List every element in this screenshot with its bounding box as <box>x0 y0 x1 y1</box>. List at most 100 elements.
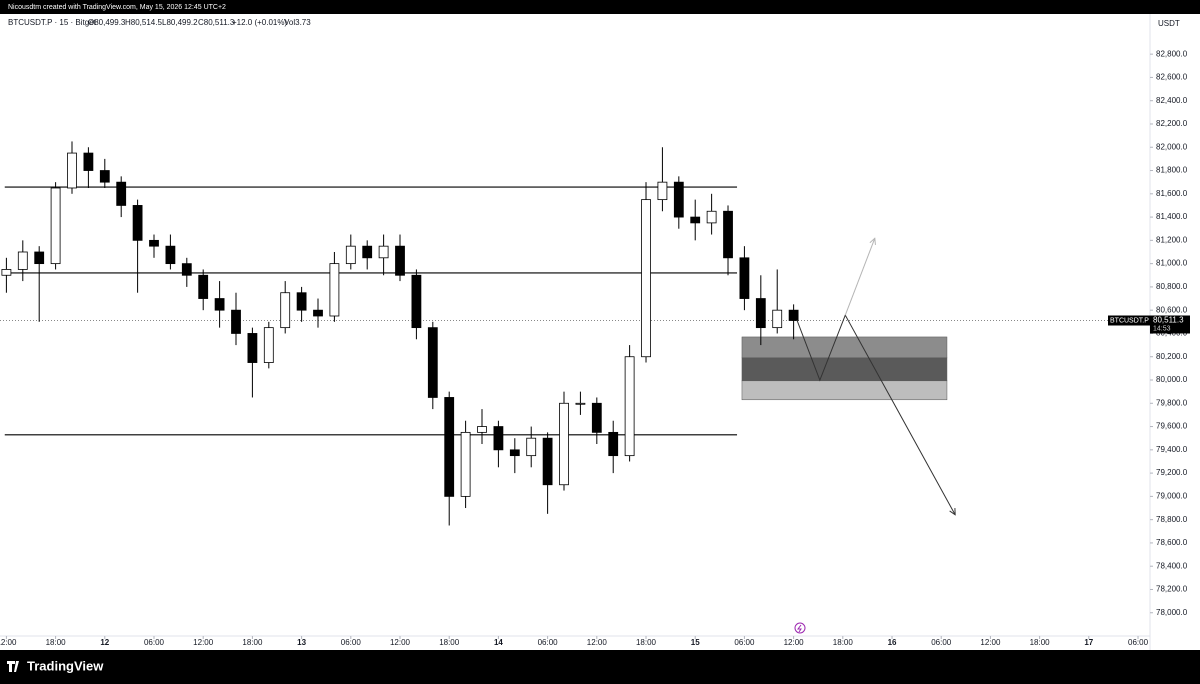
candle-body <box>345 245 356 265</box>
zone <box>741 357 948 382</box>
x-tick-label: 06:00 <box>144 638 165 647</box>
y-tick-label: 79,800.0 <box>1156 398 1188 407</box>
x-tick-label: 12:00 <box>784 638 805 647</box>
zone <box>741 380 948 401</box>
x-tick-label: 17 <box>1084 638 1093 647</box>
drawing-path <box>844 238 875 316</box>
event-icon[interactable] <box>794 622 806 634</box>
y-tick-label: 82,600.0 <box>1156 73 1188 82</box>
y-tick-label: 82,200.0 <box>1156 119 1188 128</box>
candle-body <box>755 298 766 329</box>
legend-low: L80,499.2 <box>162 18 198 27</box>
x-tick-label: 12:00 <box>390 638 411 647</box>
candle-body <box>411 274 422 329</box>
price-tag <box>1150 315 1190 334</box>
legend-high: H80,514.5 <box>125 18 162 27</box>
watermark: Nicousdtm created with TradingView.com, … <box>8 4 226 11</box>
candle-body <box>67 152 77 189</box>
x-tick-label: 18:00 <box>46 638 67 647</box>
candle-body <box>83 152 94 171</box>
legend-open: O80,499.3 <box>88 18 126 27</box>
candle-body <box>181 263 192 276</box>
candle-body <box>444 397 455 497</box>
candle-body <box>706 210 717 224</box>
candle-body <box>17 251 28 270</box>
x-tick-label: 13 <box>297 638 306 647</box>
y-tick-label: 78,600.0 <box>1156 538 1188 547</box>
x-tick-label: 18:00 <box>242 638 263 647</box>
x-tick-label: 18:00 <box>1030 638 1051 647</box>
x-tick-label: 06:00 <box>1128 638 1149 647</box>
candle-body <box>542 437 553 486</box>
y-tick-label: 78,200.0 <box>1156 585 1188 594</box>
candle-body <box>1 269 12 276</box>
candle-body <box>214 298 225 311</box>
y-tick-label: 78,400.0 <box>1156 561 1188 570</box>
zone <box>741 336 948 359</box>
legend-volume: Vol3.73 <box>284 18 311 27</box>
y-tick-label: 78,800.0 <box>1156 515 1188 524</box>
legend-close: C80,511.3 <box>198 18 235 27</box>
candle-body <box>378 245 389 259</box>
x-tick-label: 06:00 <box>734 638 755 647</box>
candle-body <box>509 449 520 457</box>
symbol-tag-label: BTCUSDT.P <box>1110 317 1149 324</box>
x-tick-label: 15 <box>691 638 700 647</box>
candle-body <box>395 245 405 276</box>
brand: TradingView <box>27 658 104 673</box>
candle-body <box>263 327 274 363</box>
candle-body <box>296 292 307 311</box>
candle-body <box>198 274 209 299</box>
y-tick-label: 80,800.0 <box>1156 282 1188 291</box>
candle-body <box>641 199 651 358</box>
candle-body <box>427 327 438 398</box>
y-tick-label: 81,000.0 <box>1156 259 1188 268</box>
candle-body <box>132 205 143 241</box>
candle-body <box>624 356 635 457</box>
candle-body <box>329 263 340 317</box>
top-bar <box>0 0 1200 14</box>
legend-change: +12.0 (+0.01%) <box>232 18 287 27</box>
candle-body <box>559 402 569 486</box>
y-tick-label: 82,000.0 <box>1156 142 1188 151</box>
x-tick-label: 12:00 <box>193 638 214 647</box>
y-tick-label: 79,200.0 <box>1156 468 1188 477</box>
candle-body <box>50 187 61 265</box>
candle-body <box>149 239 159 247</box>
x-tick-label: 12:00 <box>0 638 17 647</box>
y-tick-label: 79,000.0 <box>1156 491 1188 500</box>
x-tick-label: 06:00 <box>931 638 952 647</box>
y-tick-label: 78,000.0 <box>1156 608 1188 617</box>
candle-body <box>673 181 684 218</box>
legend-symbol: BTCUSDT.P · 15 · Bitget <box>8 18 97 27</box>
price-tag-label: 80,511.3 <box>1153 316 1184 325</box>
candle-body <box>99 170 110 183</box>
brand-logo <box>7 661 19 672</box>
countdown: 14:53 <box>1153 325 1171 332</box>
y-tick-label: 81,600.0 <box>1156 189 1188 198</box>
y-tick-label: 79,600.0 <box>1156 422 1188 431</box>
y-tick-label: 80,000.0 <box>1156 375 1188 384</box>
drawing-path <box>796 314 955 515</box>
candle-body <box>165 245 176 265</box>
x-tick-label: 16 <box>888 638 897 647</box>
candle-body <box>362 245 373 259</box>
currency: USDT <box>1158 19 1180 28</box>
y-tick-label: 81,800.0 <box>1156 166 1188 175</box>
candle-body <box>608 431 619 457</box>
x-tick-label: 18:00 <box>636 638 657 647</box>
candle-body <box>313 309 323 317</box>
candle-body <box>739 257 750 299</box>
candle-body <box>723 210 733 259</box>
symbol-tag <box>1108 315 1150 326</box>
x-tick-label: 12:00 <box>980 638 1001 647</box>
candle-body <box>460 431 471 497</box>
candle-body <box>493 426 504 451</box>
candle-body <box>231 309 241 334</box>
y-tick-label: 80,600.0 <box>1156 305 1188 314</box>
y-tick-label: 81,200.0 <box>1156 235 1188 244</box>
candle-body <box>116 181 127 206</box>
candle-body <box>526 437 537 457</box>
candle-body <box>591 402 602 433</box>
